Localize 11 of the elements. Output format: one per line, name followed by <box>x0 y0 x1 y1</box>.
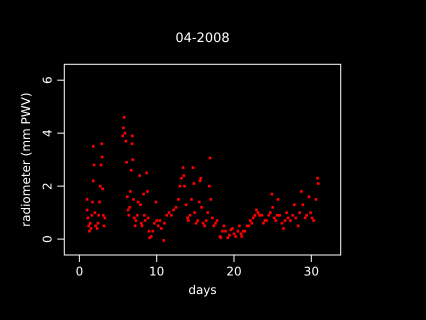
x-tick-label: 20 <box>226 264 242 279</box>
y-tick-label: 0 <box>40 235 54 243</box>
y-tick-label: 4 <box>40 129 54 137</box>
x-axis-title: days <box>188 283 217 297</box>
y-tick-label: 6 <box>40 76 54 84</box>
y-axis-title: radiometer (mm PWV) <box>19 92 33 227</box>
x-tick-label: 0 <box>76 264 84 279</box>
x-tick-label: 10 <box>149 264 164 279</box>
chart-title: 04-2008 <box>175 31 230 46</box>
y-tick-label: 2 <box>40 182 54 190</box>
x-tick-label: 30 <box>304 264 319 279</box>
